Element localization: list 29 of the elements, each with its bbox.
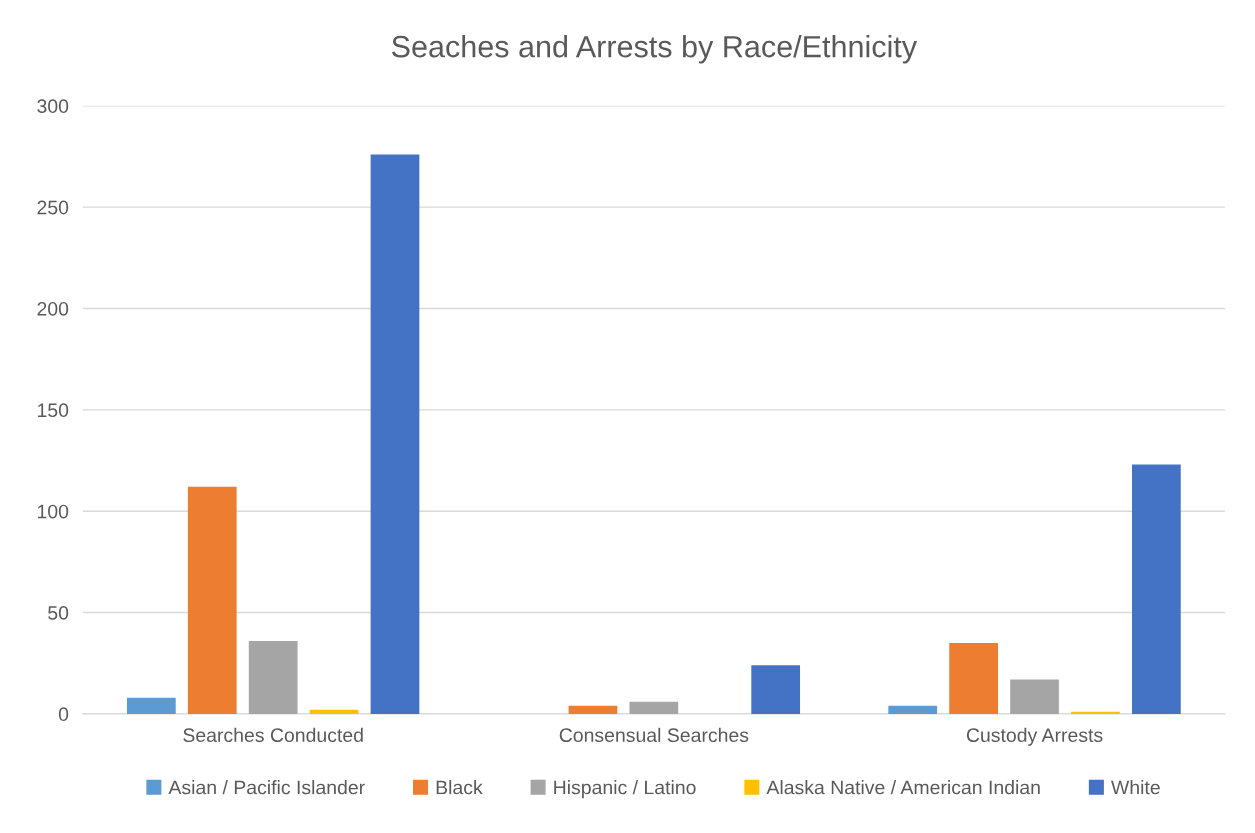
y-tick-label: 150	[37, 403, 69, 418]
y-tick-label: 200	[37, 301, 69, 316]
y-tick-label: 250	[37, 200, 69, 215]
legend-label: Hispanic / Latino	[554, 780, 696, 799]
bar	[1010, 679, 1059, 714]
legend-label: Asian / Pacific Islander	[168, 780, 365, 795]
bar	[248, 640, 298, 714]
y-tick-label: 0	[58, 707, 69, 722]
bar	[751, 665, 801, 714]
x-tick-label: Custody Arrests	[966, 727, 1103, 746]
x-tick-label: Searches Conducted	[183, 727, 363, 743]
bar	[126, 697, 176, 714]
bar	[370, 154, 420, 714]
bar	[629, 701, 679, 714]
legend-label: Black	[436, 780, 483, 795]
legend-label: Alaska Native / American Indian	[766, 780, 1040, 795]
legend-label: White	[1111, 780, 1160, 795]
x-tick-label: Consensual Searches	[559, 727, 749, 743]
bar	[187, 486, 237, 714]
y-tick-label: 100	[37, 504, 69, 519]
bar	[1071, 711, 1120, 714]
bar	[949, 642, 998, 714]
bar	[568, 705, 618, 714]
bar	[1131, 464, 1181, 714]
bar	[888, 705, 938, 714]
y-tick-label: 50	[48, 606, 69, 620]
bar	[309, 709, 359, 714]
chart-title: Seaches and Arrests by Race/Ethnicity	[392, 35, 918, 64]
y-tick-label: 300	[37, 99, 69, 114]
